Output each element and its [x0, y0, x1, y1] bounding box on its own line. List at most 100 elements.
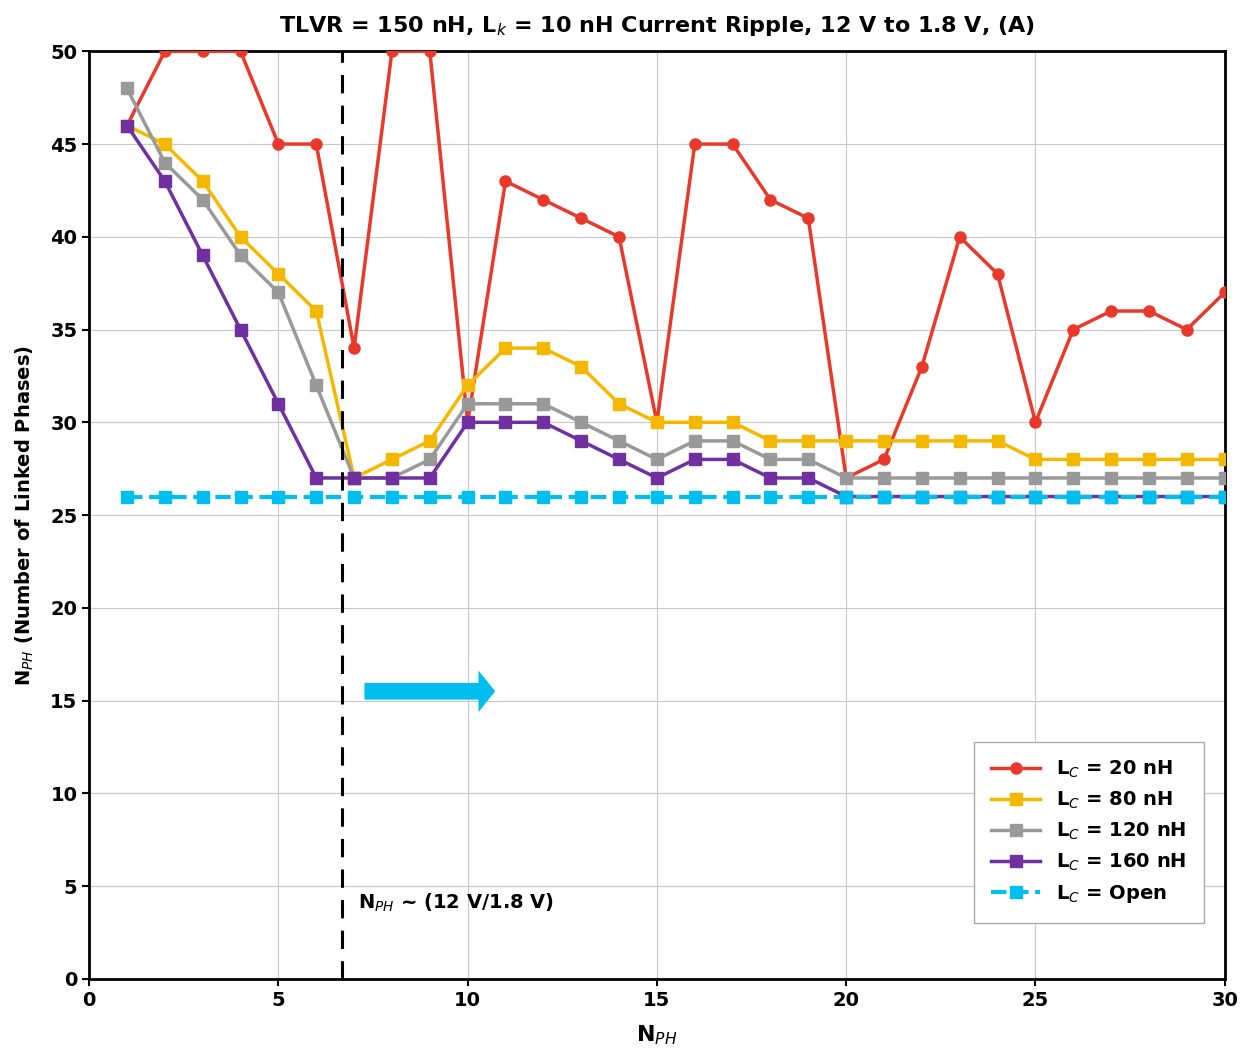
L$_C$ = 120 nH: [119, 82, 134, 94]
L$_C$ = Open: [953, 490, 968, 503]
L$_C$ = 160 nH: [1179, 490, 1194, 503]
L$_C$ = 120 nH: [1103, 471, 1118, 484]
L$_C$ = 20 nH: [573, 212, 588, 225]
L$_C$ = 20 nH: [762, 193, 777, 206]
L$_C$ = 160 nH: [914, 490, 929, 503]
L$_C$ = 80 nH: [119, 119, 134, 132]
L$_C$ = 120 nH: [347, 471, 362, 484]
L$_C$ = 160 nH: [461, 416, 476, 429]
L$_C$ = 120 nH: [914, 471, 929, 484]
L$_C$ = 20 nH: [801, 212, 816, 225]
Text: N$_{PH}$ ~ (12 V/1.8 V): N$_{PH}$ ~ (12 V/1.8 V): [358, 891, 553, 914]
L$_C$ = 80 nH: [990, 435, 1005, 448]
Legend: L$_C$ = 20 nH, L$_C$ = 80 nH, L$_C$ = 120 nH, L$_C$ = 160 nH, L$_C$ = Open: L$_C$ = 20 nH, L$_C$ = 80 nH, L$_C$ = 12…: [974, 742, 1203, 923]
L$_C$ = 80 nH: [270, 267, 285, 280]
L$_C$ = Open: [498, 490, 513, 503]
L$_C$ = 80 nH: [158, 138, 173, 151]
L$_C$ = Open: [309, 490, 324, 503]
Line: L$_C$ = Open: L$_C$ = Open: [120, 490, 1231, 503]
L$_C$ = Open: [422, 490, 437, 503]
L$_C$ = 20 nH: [1028, 416, 1043, 429]
L$_C$ = 80 nH: [839, 435, 854, 448]
L$_C$ = 80 nH: [876, 435, 891, 448]
L$_C$ = 160 nH: [1142, 490, 1157, 503]
L$_C$ = Open: [158, 490, 173, 503]
L$_C$ = 80 nH: [1217, 453, 1232, 466]
L$_C$ = 80 nH: [914, 435, 929, 448]
L$_C$ = 160 nH: [498, 416, 513, 429]
L$_C$ = 120 nH: [158, 156, 173, 169]
L$_C$ = Open: [611, 490, 626, 503]
L$_C$ = 80 nH: [573, 361, 588, 373]
L$_C$ = 120 nH: [270, 286, 285, 299]
L$_C$ = Open: [384, 490, 399, 503]
L$_C$ = 120 nH: [422, 453, 437, 466]
L$_C$ = 120 nH: [611, 435, 626, 448]
L$_C$ = Open: [119, 490, 134, 503]
L$_C$ = 160 nH: [309, 471, 324, 484]
Line: L$_C$ = 160 nH: L$_C$ = 160 nH: [121, 120, 1231, 502]
L$_C$ = 160 nH: [876, 490, 891, 503]
L$_C$ = 120 nH: [762, 453, 777, 466]
L$_C$ = Open: [990, 490, 1005, 503]
L$_C$ = 160 nH: [384, 471, 399, 484]
L$_C$ = 120 nH: [725, 435, 740, 448]
L$_C$ = 20 nH: [422, 45, 437, 57]
L$_C$ = 160 nH: [1217, 490, 1232, 503]
L$_C$ = 160 nH: [762, 471, 777, 484]
L$_C$ = 20 nH: [839, 471, 854, 484]
L$_C$ = Open: [1179, 490, 1194, 503]
L$_C$ = 160 nH: [839, 490, 854, 503]
L$_C$ = Open: [270, 490, 285, 503]
L$_C$ = Open: [839, 490, 854, 503]
L$_C$ = 80 nH: [536, 342, 551, 354]
L$_C$ = Open: [650, 490, 665, 503]
L$_C$ = 80 nH: [1065, 453, 1080, 466]
L$_C$ = 160 nH: [270, 398, 285, 411]
L$_C$ = 160 nH: [422, 471, 437, 484]
L$_C$ = Open: [233, 490, 248, 503]
L$_C$ = 160 nH: [801, 471, 816, 484]
L$_C$ = 120 nH: [573, 416, 588, 429]
L$_C$ = 20 nH: [1065, 324, 1080, 336]
L$_C$ = 20 nH: [233, 45, 248, 57]
L$_C$ = 80 nH: [1142, 453, 1157, 466]
L$_C$ = 160 nH: [1065, 490, 1080, 503]
L$_C$ = 80 nH: [801, 435, 816, 448]
L$_C$ = Open: [876, 490, 891, 503]
L$_C$ = 80 nH: [309, 305, 324, 317]
L$_C$ = 120 nH: [195, 193, 210, 206]
L$_C$ = 160 nH: [195, 249, 210, 262]
L$_C$ = 160 nH: [725, 453, 740, 466]
L$_C$ = 120 nH: [1028, 471, 1043, 484]
L$_C$ = 20 nH: [461, 416, 476, 429]
L$_C$ = 160 nH: [158, 175, 173, 188]
L$_C$ = 80 nH: [498, 342, 513, 354]
L$_C$ = 20 nH: [536, 193, 551, 206]
L$_C$ = 80 nH: [1028, 453, 1043, 466]
L$_C$ = 20 nH: [1179, 324, 1194, 336]
Line: L$_C$ = 120 nH: L$_C$ = 120 nH: [121, 83, 1231, 484]
L$_C$ = 160 nH: [611, 453, 626, 466]
L$_C$ = 80 nH: [1179, 453, 1194, 466]
Line: L$_C$ = 80 nH: L$_C$ = 80 nH: [121, 120, 1231, 484]
L$_C$ = Open: [914, 490, 929, 503]
L$_C$ = 20 nH: [1142, 305, 1157, 317]
L$_C$ = 80 nH: [953, 435, 968, 448]
L$_C$ = 160 nH: [536, 416, 551, 429]
L$_C$ = Open: [801, 490, 816, 503]
L$_C$ = 120 nH: [1142, 471, 1157, 484]
L$_C$ = 20 nH: [1103, 305, 1118, 317]
L$_C$ = 80 nH: [725, 416, 740, 429]
L$_C$ = Open: [1103, 490, 1118, 503]
Title: TLVR = 150 nH, L$_k$ = 10 nH Current Ripple, 12 V to 1.8 V, (A): TLVR = 150 nH, L$_k$ = 10 nH Current Rip…: [279, 14, 1035, 38]
L$_C$ = Open: [195, 490, 210, 503]
L$_C$ = 20 nH: [1217, 286, 1232, 299]
L$_C$ = 20 nH: [725, 138, 740, 151]
L$_C$ = 20 nH: [953, 230, 968, 243]
L$_C$ = 120 nH: [461, 398, 476, 411]
L$_C$ = 160 nH: [990, 490, 1005, 503]
L$_C$ = 160 nH: [1103, 490, 1118, 503]
L$_C$ = 20 nH: [498, 175, 513, 188]
L$_C$ = 120 nH: [536, 398, 551, 411]
